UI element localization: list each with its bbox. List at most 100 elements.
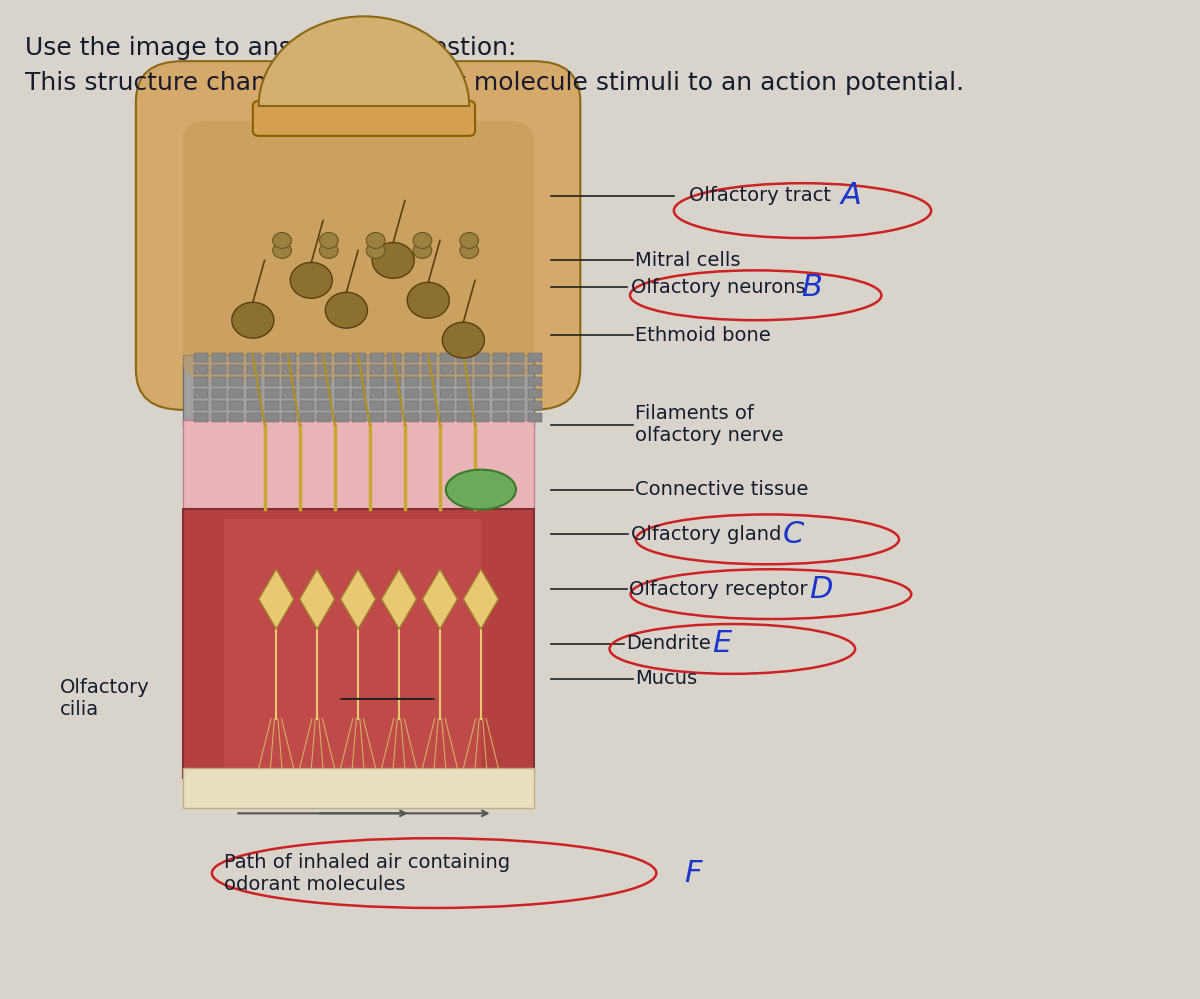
Bar — [370, 413, 384, 422]
Bar — [194, 413, 209, 422]
Bar — [182, 768, 534, 808]
Bar — [528, 389, 541, 398]
Bar — [475, 401, 490, 410]
Bar — [212, 389, 226, 398]
Bar — [223, 519, 481, 768]
Bar — [492, 389, 506, 398]
Bar — [194, 389, 209, 398]
Bar — [212, 413, 226, 422]
Bar — [404, 413, 419, 422]
Bar — [492, 365, 506, 374]
Bar — [212, 377, 226, 386]
Bar — [264, 365, 278, 374]
Bar — [353, 377, 366, 386]
Bar — [300, 377, 313, 386]
Text: C: C — [782, 519, 804, 548]
Circle shape — [272, 233, 292, 249]
Bar — [404, 353, 419, 362]
Bar — [194, 377, 209, 386]
Bar — [182, 420, 534, 509]
Bar — [457, 413, 472, 422]
Circle shape — [443, 322, 485, 358]
Bar — [282, 377, 296, 386]
Bar — [388, 365, 401, 374]
Bar — [317, 365, 331, 374]
Bar — [353, 389, 366, 398]
Bar — [457, 389, 472, 398]
Bar — [317, 389, 331, 398]
Bar — [353, 365, 366, 374]
Bar — [335, 413, 349, 422]
Text: Olfactory gland: Olfactory gland — [630, 524, 781, 543]
Bar — [422, 413, 437, 422]
Bar — [492, 353, 506, 362]
Bar — [440, 365, 454, 374]
Text: Path of inhaled air containing
odorant molecules: Path of inhaled air containing odorant m… — [223, 852, 510, 893]
Bar — [335, 365, 349, 374]
Bar — [317, 353, 331, 362]
Bar — [404, 365, 419, 374]
Circle shape — [325, 293, 367, 328]
Bar — [422, 353, 437, 362]
Bar — [404, 401, 419, 410]
Bar — [247, 353, 262, 362]
Bar — [440, 353, 454, 362]
Bar — [229, 389, 244, 398]
Bar — [264, 389, 278, 398]
Circle shape — [366, 233, 385, 249]
Bar — [388, 389, 401, 398]
Bar — [404, 389, 419, 398]
Bar — [229, 413, 244, 422]
Bar — [282, 401, 296, 410]
Bar — [510, 413, 524, 422]
Bar — [440, 413, 454, 422]
Bar — [194, 401, 209, 410]
Text: A: A — [841, 181, 862, 210]
Bar — [264, 353, 278, 362]
Bar — [422, 401, 437, 410]
Polygon shape — [422, 569, 457, 629]
Bar — [528, 413, 541, 422]
Bar — [282, 365, 296, 374]
Text: Filaments of
olfactory nerve: Filaments of olfactory nerve — [635, 405, 784, 446]
Polygon shape — [463, 569, 498, 629]
Bar — [353, 401, 366, 410]
Bar — [264, 401, 278, 410]
Bar — [370, 389, 384, 398]
Bar — [370, 377, 384, 386]
Bar — [247, 413, 262, 422]
Bar — [212, 353, 226, 362]
Bar — [335, 389, 349, 398]
Bar — [335, 377, 349, 386]
Bar — [388, 413, 401, 422]
Bar — [388, 377, 401, 386]
Bar — [510, 377, 524, 386]
Circle shape — [272, 243, 292, 259]
Circle shape — [366, 243, 385, 259]
Bar — [247, 389, 262, 398]
Text: Dendrite: Dendrite — [626, 634, 710, 653]
Circle shape — [319, 233, 338, 249]
Bar — [194, 353, 209, 362]
Bar — [335, 353, 349, 362]
Bar — [388, 401, 401, 410]
Bar — [353, 413, 366, 422]
Text: Mitral cells: Mitral cells — [635, 251, 740, 270]
Bar — [229, 377, 244, 386]
Text: This structure changes the odorant molecule stimuli to an action potential.: This structure changes the odorant molec… — [25, 71, 964, 95]
Bar — [440, 389, 454, 398]
Circle shape — [290, 263, 332, 299]
Bar — [229, 353, 244, 362]
Bar — [528, 353, 541, 362]
Circle shape — [319, 243, 338, 259]
Bar — [317, 401, 331, 410]
Bar — [264, 413, 278, 422]
Text: Ethmoid bone: Ethmoid bone — [635, 326, 772, 345]
Bar — [492, 413, 506, 422]
Text: Olfactory tract: Olfactory tract — [689, 186, 832, 205]
Circle shape — [407, 283, 449, 319]
Bar — [370, 401, 384, 410]
Bar — [510, 401, 524, 410]
Bar — [212, 401, 226, 410]
Bar — [212, 365, 226, 374]
